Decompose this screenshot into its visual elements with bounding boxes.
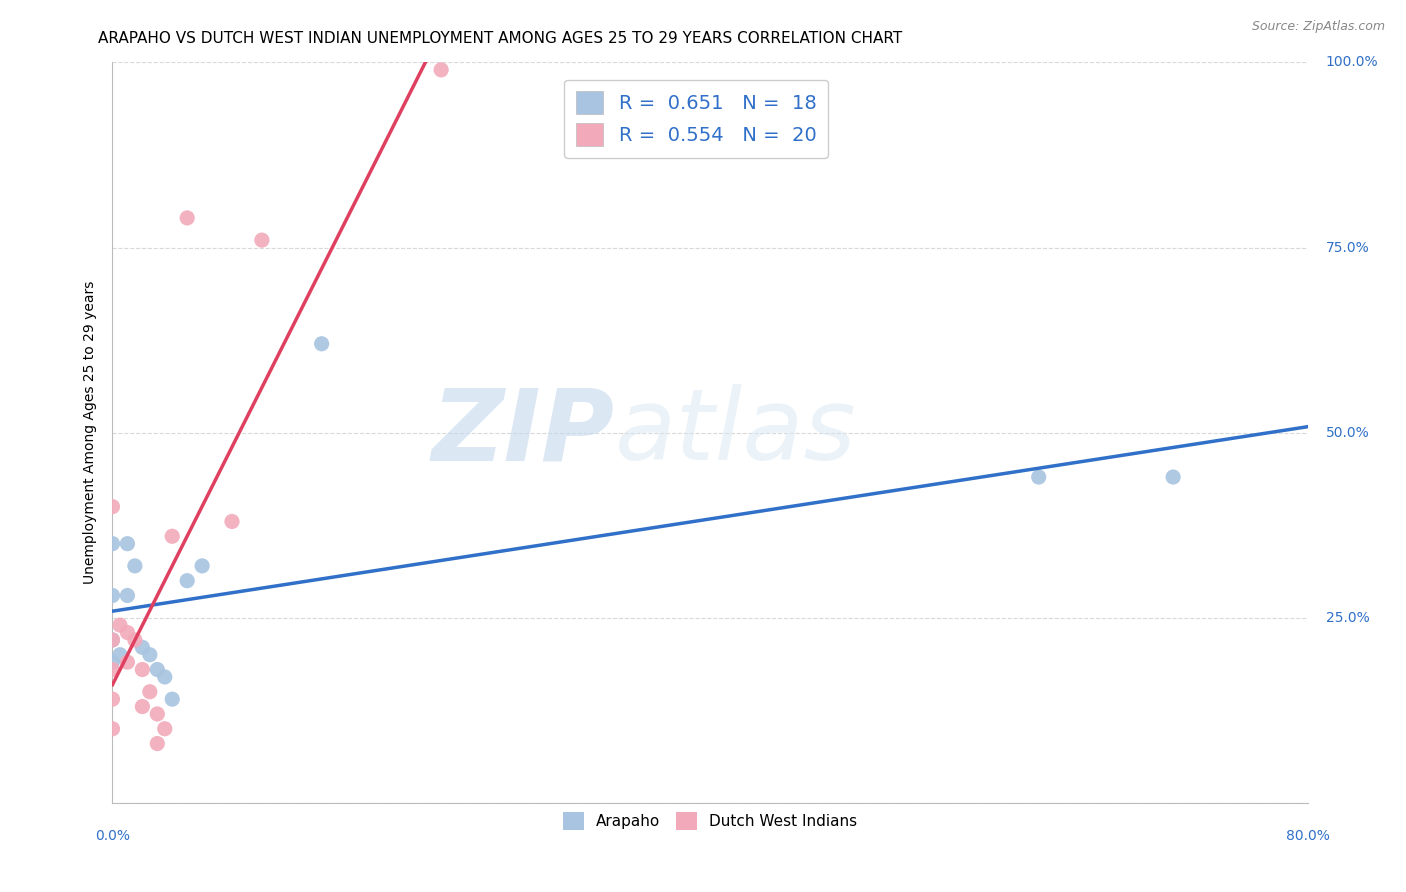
Text: 25.0%: 25.0% — [1326, 611, 1369, 624]
Point — [131, 640, 153, 655]
Point — [101, 632, 124, 647]
Point — [176, 211, 198, 225]
Text: ARAPAHO VS DUTCH WEST INDIAN UNEMPLOYMENT AMONG AGES 25 TO 29 YEARS CORRELATION : ARAPAHO VS DUTCH WEST INDIAN UNEMPLOYMEN… — [98, 31, 903, 46]
Y-axis label: Unemployment Among Ages 25 to 29 years: Unemployment Among Ages 25 to 29 years — [83, 281, 97, 584]
Point — [139, 685, 162, 699]
Point — [153, 722, 176, 736]
Legend: Arapaho, Dutch West Indians: Arapaho, Dutch West Indians — [557, 806, 863, 836]
Point — [101, 589, 124, 603]
Text: 0.0%: 0.0% — [96, 829, 129, 843]
Point — [162, 692, 183, 706]
Point — [101, 632, 124, 647]
Point — [101, 663, 124, 677]
Point — [101, 536, 124, 550]
Point — [430, 62, 453, 77]
Text: 100.0%: 100.0% — [1326, 55, 1378, 70]
Point — [146, 737, 169, 751]
Point — [146, 663, 169, 677]
Point — [117, 655, 139, 669]
Point — [146, 706, 169, 721]
Point — [139, 648, 162, 662]
Text: 80.0%: 80.0% — [1285, 829, 1330, 843]
Point — [250, 233, 273, 247]
Point — [108, 618, 131, 632]
Point — [117, 625, 139, 640]
Point — [101, 655, 124, 669]
Point — [131, 699, 153, 714]
Point — [1161, 470, 1184, 484]
Point — [124, 632, 146, 647]
Text: Source: ZipAtlas.com: Source: ZipAtlas.com — [1251, 20, 1385, 33]
Point — [221, 515, 243, 529]
Text: 75.0%: 75.0% — [1326, 241, 1369, 254]
Text: ZIP: ZIP — [432, 384, 614, 481]
Point — [162, 529, 183, 543]
Point — [191, 558, 214, 573]
Point — [117, 536, 139, 550]
Point — [117, 589, 139, 603]
Point — [153, 670, 176, 684]
Point — [131, 663, 153, 677]
Point — [108, 648, 131, 662]
Point — [1028, 470, 1050, 484]
Point — [101, 692, 124, 706]
Text: atlas: atlas — [614, 384, 856, 481]
Point — [101, 500, 124, 514]
Text: 50.0%: 50.0% — [1326, 425, 1369, 440]
Point — [101, 722, 124, 736]
Point — [124, 558, 146, 573]
Point — [311, 336, 333, 351]
Point — [176, 574, 198, 588]
